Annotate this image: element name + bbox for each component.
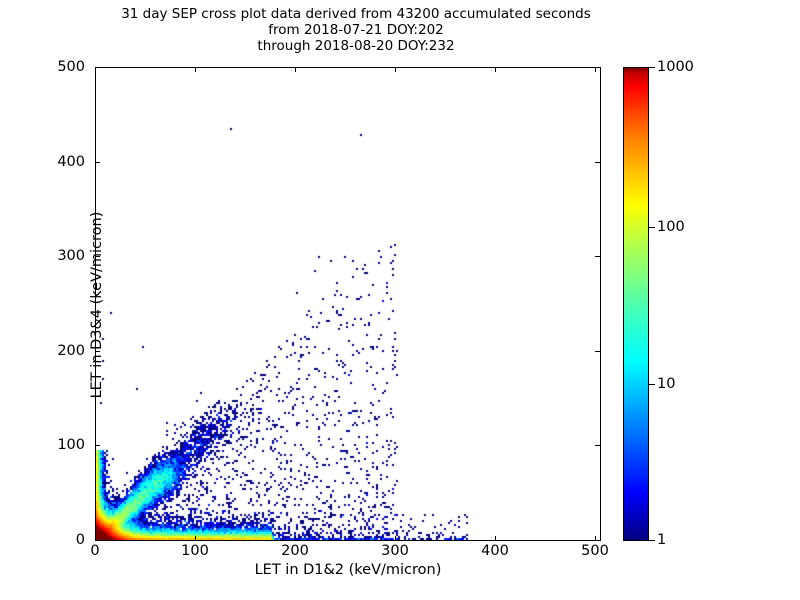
y-tick-0: [95, 540, 100, 542]
x-ticklabel-200: 200: [281, 543, 309, 559]
y-ticklabel-500: 500: [57, 59, 85, 75]
y-tick-400: [95, 162, 100, 164]
y-tick-right-300: [595, 256, 600, 258]
x-ticklabel-300: 300: [381, 543, 409, 559]
colorbar-label-1000: 1000: [657, 59, 694, 75]
x-tick-top-300: [395, 67, 397, 72]
x-axis-label: LET in D1&2 (keV/micron): [254, 562, 442, 578]
x-ticklabel-0: 0: [90, 543, 100, 559]
x-tick-200: [295, 536, 297, 541]
y-tick-300: [95, 256, 100, 258]
colorbar-label-10: 10: [657, 376, 676, 392]
colorbar-label-1: 1: [657, 532, 667, 548]
chart-title: 31 day SEP cross plot data derived from …: [0, 6, 712, 54]
y-ticklabel-300: 300: [57, 248, 85, 264]
y-tick-200: [95, 351, 100, 353]
chart-title-line-3: through 2018-08-20 DOY:232: [257, 38, 455, 54]
scatter-plot-area: [95, 67, 601, 541]
colorbar-tick-1: [649, 540, 655, 542]
x-tick-top-500: [595, 67, 597, 72]
x-tick-top-100: [195, 67, 197, 72]
y-ticklabel-200: 200: [57, 343, 85, 359]
y-axis-label: LET in D3&4 (keV/micron): [89, 211, 105, 399]
colorbar-gradient: [623, 67, 649, 541]
colorbar-label-100: 100: [657, 219, 685, 235]
y-tick-right-200: [595, 351, 600, 353]
y-tick-right-100: [595, 445, 600, 447]
colorbar-tick-100: [649, 227, 655, 229]
chart-title-line-1: 31 day SEP cross plot data derived from …: [121, 6, 591, 22]
y-tick-right-400: [595, 162, 600, 164]
colorbar-tick-1000: [649, 67, 655, 69]
x-tick-top-400: [495, 67, 497, 72]
x-ticklabel-100: 100: [181, 543, 209, 559]
x-tick-500: [595, 536, 597, 541]
y-tick-right-0: [595, 540, 600, 542]
x-tick-400: [495, 536, 497, 541]
y-tick-right-500: [595, 67, 600, 69]
scatter-points-canvas: [96, 68, 600, 540]
y-tick-100: [95, 445, 100, 447]
x-tick-100: [195, 536, 197, 541]
y-ticklabel-100: 100: [57, 437, 85, 453]
y-ticklabel-0: 0: [75, 532, 85, 548]
x-ticklabel-500: 500: [581, 543, 609, 559]
x-ticklabel-400: 400: [481, 543, 509, 559]
x-tick-top-200: [295, 67, 297, 72]
x-tick-0: [95, 536, 97, 541]
chart-title-line-2: from 2018-07-21 DOY:202: [268, 22, 444, 38]
y-ticklabel-400: 400: [57, 154, 85, 170]
x-tick-300: [395, 536, 397, 541]
colorbar-tick-10: [649, 384, 655, 386]
x-tick-top-0: [95, 67, 97, 72]
y-tick-500: [95, 67, 100, 69]
